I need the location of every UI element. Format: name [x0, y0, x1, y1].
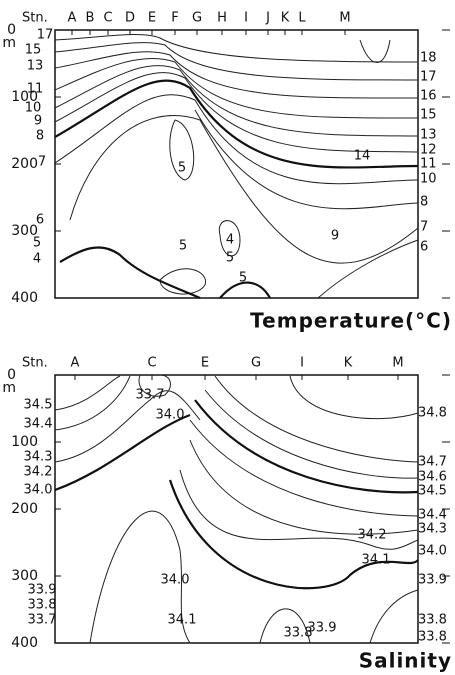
contour-label: 17	[37, 28, 54, 43]
contour-label: 34.3	[24, 450, 53, 465]
contour-label: 12	[420, 143, 437, 158]
contour-label: 17	[420, 70, 437, 85]
contour-label: 8	[36, 129, 44, 144]
contour-label: 34.4	[24, 417, 53, 432]
contour-label: 15	[25, 43, 42, 58]
contour-label: 33.8	[418, 613, 447, 628]
y-tick-label: 0	[7, 367, 16, 383]
station: K	[281, 11, 290, 26]
contour-label: 10	[420, 172, 437, 187]
contour-label: 33.8	[418, 630, 447, 645]
y-tick-label: 100	[11, 434, 38, 450]
contour-label: 34.5	[24, 398, 53, 413]
contour-label: 5	[179, 239, 187, 254]
station: M	[392, 356, 403, 371]
station: D	[125, 11, 135, 26]
y-tick-label: 400	[11, 635, 38, 651]
contour-label: 7	[38, 155, 46, 170]
contour-label: 6	[36, 213, 44, 228]
contour-label: 9	[34, 114, 42, 129]
y-unit: m	[2, 35, 16, 51]
station: A	[68, 11, 77, 26]
contour-label: 15	[420, 108, 437, 123]
contour-label: 33.9	[28, 583, 57, 598]
contour-label: 34.0	[24, 483, 53, 498]
station: C	[147, 356, 156, 371]
contour-label: 33.8	[28, 598, 57, 613]
contour-label: 8	[420, 195, 428, 210]
contour-label: 33.9	[308, 621, 337, 636]
panel-frame	[54, 29, 419, 299]
station: B	[86, 11, 95, 26]
contour-label: 34.0	[156, 408, 185, 423]
contour-label: 34.1	[168, 613, 197, 628]
contour-label: 33.7	[136, 388, 165, 403]
station: C	[103, 11, 112, 26]
contour-label: 6	[420, 240, 428, 255]
contour-label: 5	[178, 161, 186, 176]
contour-label: 16	[420, 89, 437, 104]
contour-label: 13	[420, 128, 437, 143]
contour-label: 5	[226, 251, 234, 266]
contour-label: 34.4	[418, 508, 447, 523]
contour-label: 5	[239, 271, 247, 286]
contour-label: 4	[226, 233, 234, 248]
contour-label: 11	[27, 82, 44, 97]
contour-label: 33.8	[284, 626, 313, 641]
contour-label: 10	[25, 101, 42, 116]
station: I	[300, 356, 304, 371]
contour-label: 34.0	[161, 573, 190, 588]
station: I	[244, 11, 248, 26]
station: E	[201, 356, 209, 371]
y-unit: m	[2, 380, 16, 396]
contour-label: 9	[331, 229, 339, 244]
contour-label: 13	[27, 59, 44, 74]
isotherms	[54, 34, 419, 300]
station: G	[192, 11, 202, 26]
contour-label: 34.7	[418, 455, 447, 470]
contour-label: 7	[420, 220, 428, 235]
contour-label: 14	[354, 149, 371, 164]
station: L	[298, 11, 306, 26]
station: F	[171, 11, 178, 26]
contour-label: 34.2	[24, 465, 53, 480]
y-tick-label: 200	[11, 156, 38, 172]
contour-label: 34.6	[418, 470, 447, 485]
y-tick-label: 300	[11, 223, 38, 239]
contour-label: 11	[420, 157, 437, 172]
contour-label: 34.0	[418, 544, 447, 559]
panel-frame	[54, 374, 419, 644]
station: G	[251, 356, 261, 371]
panel-title: Salinity	[359, 649, 452, 673]
y-tick-label: 0	[7, 22, 16, 38]
contour-label: 34.1	[362, 553, 391, 568]
station: E	[148, 11, 156, 26]
contour-label: 18	[420, 51, 437, 66]
station: M	[339, 11, 350, 26]
y-tick-label: 100	[11, 89, 38, 105]
station: A	[71, 356, 80, 371]
station: H	[217, 11, 227, 26]
panel-title: Temperature(°C)	[250, 309, 452, 333]
contour-label: 4	[33, 252, 41, 267]
contour-label: 34.2	[358, 528, 387, 543]
contour-label: 33.7	[28, 613, 57, 628]
contour-label: 33.9	[418, 573, 447, 588]
contour-label: 34.5	[418, 484, 447, 499]
isohalines	[54, 374, 419, 644]
station-label: Stn.	[22, 11, 48, 26]
station: J	[265, 11, 270, 26]
station-label: Stn.	[22, 356, 48, 371]
contour-label: 5	[33, 236, 41, 251]
contour-label: 34.8	[418, 406, 447, 421]
y-tick-label: 200	[11, 501, 38, 517]
contour-label: 34.3	[418, 522, 447, 537]
y-tick-label: 300	[11, 568, 38, 584]
y-tick-label: 400	[11, 290, 38, 306]
station: K	[344, 356, 353, 371]
